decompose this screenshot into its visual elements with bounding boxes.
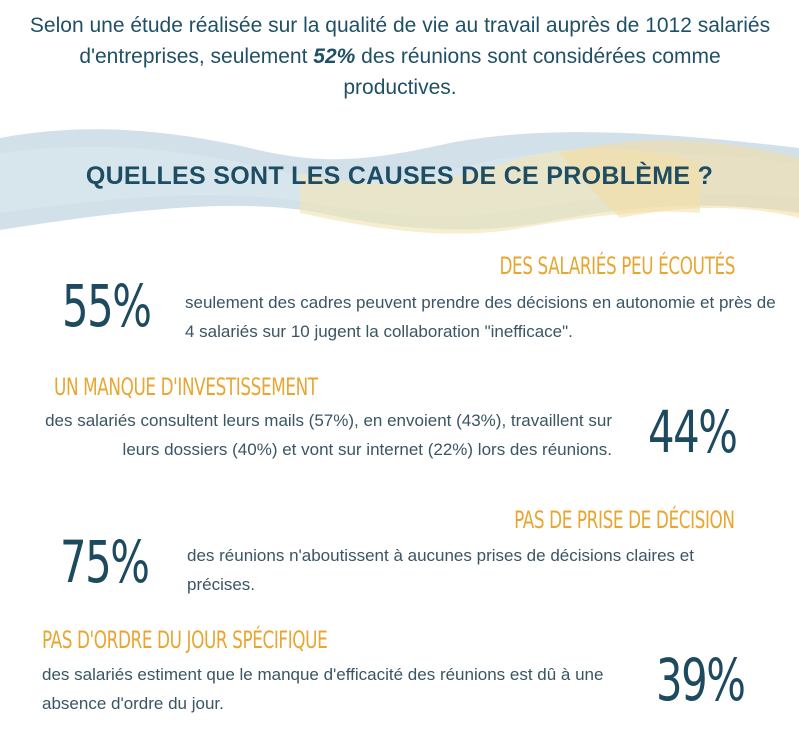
intro-after: des réunions sont considérées comme prod… <box>343 45 721 99</box>
cause-percent-3: 75% <box>60 528 150 596</box>
cause-percent-1: 55% <box>62 272 152 340</box>
cause-percent-4: 39% <box>656 646 746 714</box>
cause-title-4: PAS D'ORDRE DU JOUR SPÉCIFIQUE <box>42 626 328 654</box>
brush-stroke-decoration <box>0 129 799 234</box>
cause-desc-3: des réunions n'aboutissent à aucunes pri… <box>187 546 694 594</box>
cause-title-3: PAS DE PRISE DE DÉCISION <box>514 506 736 534</box>
cause-desc-1: seulement des cadres peuvent prendre des… <box>185 293 776 341</box>
cause-title-2: UN MANQUE D'INVESTISSEMENT <box>54 373 318 401</box>
cause-desc-4: des salariés estiment que le manque d'ef… <box>42 665 604 713</box>
intro-before: Selon une étude réalisée sur la qualité … <box>29 14 771 68</box>
section-question: QUELLES SONT LES CAUSES DE CE PROBLÈME ? <box>85 162 714 190</box>
intro-text: Selon une étude réalisée sur la qualité … <box>20 10 780 103</box>
intro-highlight: 52% <box>313 45 356 68</box>
cause-desc-2: des salariés consultent leurs mails (57%… <box>45 411 612 459</box>
cause-percent-2: 44% <box>648 398 738 466</box>
cause-title-1: DES SALARIÉS PEU ÉCOUTÉS <box>499 252 735 280</box>
